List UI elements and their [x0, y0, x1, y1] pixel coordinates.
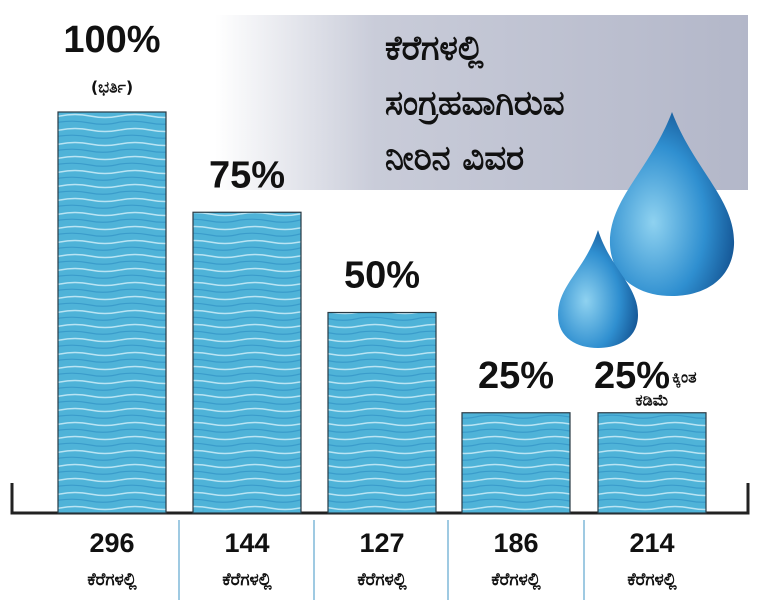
title-line: ಸಂಗ್ರಹವಾಗಿರುವ: [385, 84, 565, 126]
less-than-note: ಕಡಿಮೆ: [635, 390, 668, 409]
bar: [192, 211, 302, 514]
bar: [461, 412, 571, 514]
value-label: 50%: [344, 255, 420, 297]
value-label: 25%: [594, 355, 670, 397]
value-label: 100%: [63, 19, 160, 61]
water-drop: [558, 230, 638, 348]
lake-count: 144: [224, 528, 269, 558]
count-unit: ಕೆರೆಗಳಲ್ಲಿ: [491, 570, 541, 591]
bar: [57, 111, 167, 514]
value-label: 25%: [478, 355, 554, 397]
lake-count: 127: [359, 528, 404, 558]
value-label: 75%: [209, 154, 285, 196]
bar: [327, 311, 437, 514]
count-unit: ಕೆರೆಗಳಲ್ಲಿ: [87, 570, 137, 591]
count-unit: ಕೆರೆಗಳಲ್ಲಿ: [222, 570, 272, 591]
lake-count: 186: [493, 528, 538, 558]
lake-count: 214: [629, 528, 674, 558]
count-unit: ಕೆರೆಗಳಲ್ಲಿ: [627, 570, 677, 591]
less-than-note: ಕ್ಕಿಂತ: [672, 367, 697, 388]
title-line: ನೀರಿನ ವಿವರ: [385, 139, 524, 179]
title-line: ಕೆರೆಗಳಲ್ಲಿ: [385, 29, 484, 70]
full-note: (ಭರ್ತಿ): [91, 78, 133, 97]
lake-count: 296: [89, 528, 134, 558]
bar: [597, 412, 707, 514]
water-drop: [609, 112, 735, 296]
count-unit: ಕೆರೆಗಳಲ್ಲಿ: [357, 570, 407, 591]
